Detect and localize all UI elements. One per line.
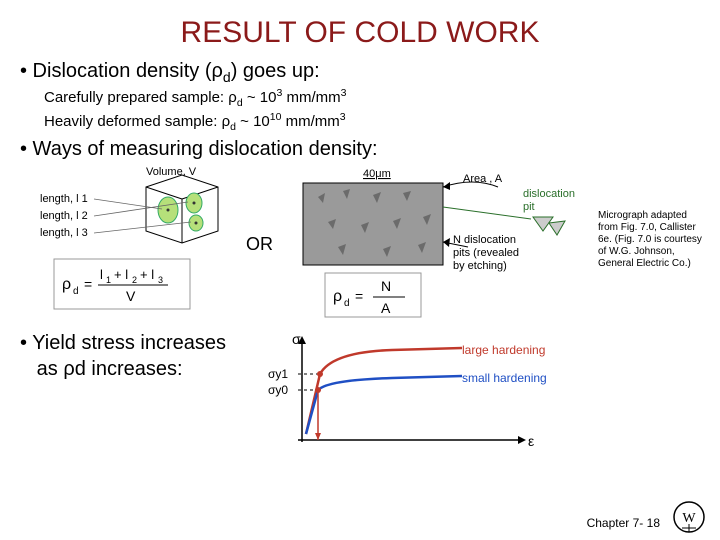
label: Carefully prepared sample: — [44, 89, 228, 106]
svg-text:3: 3 — [158, 275, 163, 285]
volume-label: Volume, V — [146, 167, 197, 178]
sample-deformed: Heavily deformed sample: ρd ~ 1010 mm/mm… — [44, 111, 700, 135]
uexp: 3 — [341, 87, 347, 99]
scale-label: 40μm — [363, 168, 391, 180]
svg-text:V: V — [126, 288, 136, 304]
svg-text:N: N — [381, 278, 391, 294]
sigma-label: σ — [292, 331, 301, 347]
svg-text:2: 2 — [132, 275, 137, 285]
svg-text:W: W — [682, 511, 696, 526]
bullet-density: • Dislocation density (ρd) goes up: — [20, 60, 700, 85]
micrograph-diagram: 40μm Area , A dislocation pit — [283, 167, 623, 322]
bullet-yield: • Yield stress increases as ρd increases… — [20, 330, 250, 382]
d-sub: d — [223, 69, 231, 85]
uexp: 3 — [340, 111, 346, 123]
bullet3-l2: as ρd increases: — [20, 356, 250, 382]
text: • Dislocation density ( — [20, 60, 212, 82]
svg-text:ρ: ρ — [333, 288, 342, 305]
svg-text:=: = — [84, 276, 92, 292]
publisher-logo-icon: W — [672, 500, 706, 534]
large-hardening-label: large hardening — [462, 343, 545, 357]
unit: mm/mm — [282, 89, 340, 106]
rho: ρ — [222, 113, 231, 130]
small-hardening-label: small hardening — [462, 371, 547, 385]
exp: 10 — [270, 111, 282, 123]
etch-l2: pits (revealed — [453, 247, 519, 259]
l2-label: length, l 2 — [40, 210, 88, 222]
svg-text:+ l: + l — [140, 267, 154, 282]
approx: ~ 10 — [243, 89, 277, 106]
yield-section: • Yield stress increases as ρd increases… — [20, 330, 700, 460]
rho: ρ — [212, 60, 223, 82]
sy1-label: σy1 — [268, 367, 288, 381]
label: Heavily deformed sample: — [44, 113, 222, 130]
volume-diagram: Volume, V length, l 1 length, l 2 length… — [36, 167, 236, 322]
svg-text:+ l: + l — [114, 267, 128, 282]
approx: ~ 10 — [236, 113, 270, 130]
area-label: Area , A — [463, 173, 503, 185]
svg-text:d: d — [344, 298, 350, 309]
chapter-label: Chapter 7- — [587, 516, 644, 530]
text: ) goes up: — [231, 60, 320, 82]
svg-text:ρ: ρ — [62, 276, 71, 293]
chapter-footer: Chapter 7- 18 — [587, 516, 660, 530]
unit: mm/mm — [281, 113, 339, 130]
or-label: OR — [246, 234, 273, 255]
stress-strain-graph: σ ε σy1 σy0 large hardening small harden… — [262, 330, 562, 460]
l3-label: length, l 3 — [40, 227, 88, 239]
svg-text:1: 1 — [106, 275, 111, 285]
micrograph-caption: Micrograph adapted from Fig. 7.0, Callis… — [598, 210, 708, 270]
pit-label-1: dislocation — [523, 188, 575, 200]
etch-l1: N dislocation — [453, 234, 516, 246]
svg-text:=: = — [355, 288, 363, 304]
epsilon-label: ε — [528, 433, 534, 449]
svg-text:d: d — [73, 286, 79, 297]
bullet3-l1: • Yield stress increases — [20, 330, 250, 356]
pit-label-2: pit — [523, 201, 535, 213]
rho: ρ — [228, 89, 237, 106]
sample-prepared: Carefully prepared sample: ρd ~ 103 mm/m… — [44, 87, 700, 111]
sy0-label: σy0 — [268, 383, 288, 397]
l1-label: length, l 1 — [40, 193, 88, 205]
etch-l3: by etching) — [453, 260, 507, 272]
svg-text:l: l — [100, 267, 103, 282]
page-number: 18 — [647, 516, 660, 530]
bullet-measuring: • Ways of measuring dislocation density: — [20, 138, 700, 161]
page-title: RESULT OF COLD WORK — [20, 16, 700, 50]
svg-text:A: A — [381, 300, 391, 316]
